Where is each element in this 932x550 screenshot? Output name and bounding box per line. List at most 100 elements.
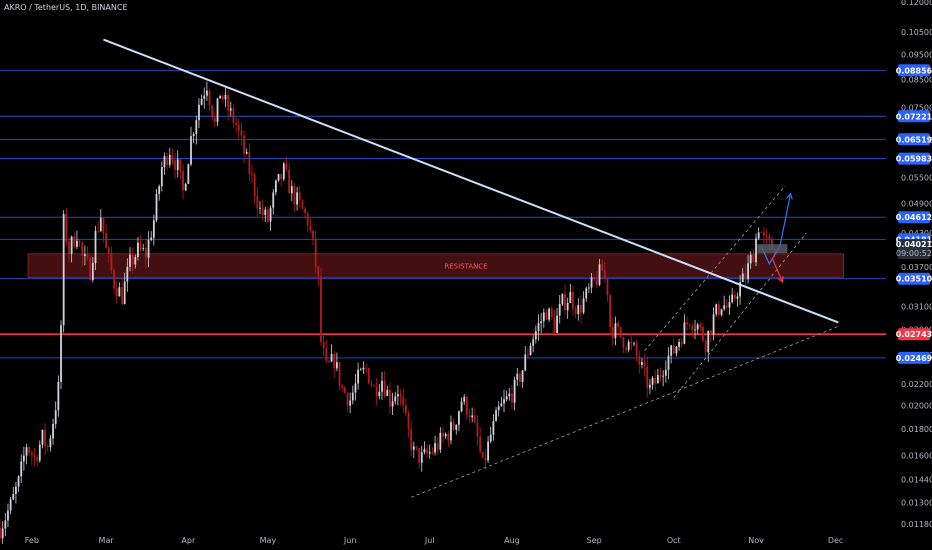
candle-body [134,256,137,265]
candle-body [251,173,253,175]
candle-body [580,304,582,313]
candle-body [397,394,399,397]
y-tick-label: 0.01300 [901,498,932,507]
candle-body [118,287,121,297]
candle-body [694,329,696,331]
candle-body [680,341,683,344]
candle-body [389,389,391,407]
candle-body [526,354,529,356]
candle-body [633,343,635,345]
candle-body [232,108,235,123]
level-price-tag: 0.05983 [896,155,932,164]
candle-body [511,393,513,403]
level-price-tag-bg [898,152,930,165]
candle-body [70,236,73,254]
candle-body [115,288,118,297]
candle-body [686,322,688,325]
candle-body [611,326,614,339]
candle-body [404,405,407,414]
candle-body [351,392,354,401]
candle-body [757,232,760,239]
candle-body [744,273,747,280]
candle-body [553,317,556,334]
candle-body [57,381,60,411]
candle-body [343,387,346,394]
level-price-tag-bg [898,272,930,285]
candle-body [86,254,89,258]
candle-body [484,457,487,461]
candle-body [341,385,344,388]
candle-body [569,291,572,303]
current-price-countdown: 09:00:52 [896,249,932,258]
candle-body [274,180,277,193]
candle-body [129,254,131,267]
y-tick-label: 0.03700 [901,263,932,272]
trendline-channel-lower [673,232,807,398]
level-price-tag-bg [898,211,930,224]
candle-body [243,135,245,154]
candle-body [572,291,574,309]
candle-body [471,415,474,418]
candle-body [436,443,439,450]
candle-body [707,330,710,353]
candle-body [259,207,261,209]
projection-arrow-up [760,193,792,266]
candle-body [195,120,198,135]
candle-body [545,312,548,320]
candle-body [198,104,200,121]
candle-body [158,186,161,194]
level-price-tag-bg [898,351,930,364]
y-tick-label: 0.01440 [901,475,932,484]
candle-body [752,254,755,263]
candle-body [765,235,768,237]
candle-body [423,449,426,453]
candle-body [651,377,654,385]
candle-body [25,447,28,456]
candle-body [492,421,495,435]
candle-body [121,287,123,305]
y-tick-label: 0.05500 [901,174,932,183]
candle-body [192,134,195,137]
candle-body [298,192,301,201]
candle-body [627,341,630,350]
candle-body [458,411,460,425]
candle-body [370,383,373,386]
candle-body [227,94,230,111]
y-tick-label: 0.09500 [901,50,932,59]
candle-body [253,174,256,196]
candle-body [444,434,447,437]
candle-body [7,510,9,521]
candle-body [221,95,224,100]
candle-body [476,422,479,437]
candle-body [155,193,158,221]
candle-body [267,209,269,222]
candle-body [320,276,322,342]
candle-body [696,324,699,330]
candle-body [296,192,299,205]
candle-body [41,429,44,445]
y-tick-label: 0.02200 [901,380,932,389]
candle-body [654,377,657,384]
candle-body [609,295,612,327]
candle-body [357,369,360,384]
candle-body [301,200,304,209]
candle-body [763,232,765,236]
candle-body [338,362,341,386]
candle-body [717,304,720,315]
y-tick-label: 0.01800 [901,425,932,434]
current-price-value: 0.04021 [896,240,932,249]
candle-body [672,345,675,354]
level-price-tag-bg [898,133,930,146]
trendline-channel-upper [644,185,786,351]
candle-body [160,167,163,187]
candle-body [349,400,352,406]
candle-body [54,410,57,424]
candle-body [500,403,503,407]
resistance-zone [27,253,844,278]
candle-body [256,195,259,209]
candle-body [17,476,20,487]
candle-body [635,343,638,356]
candle-body [407,413,410,429]
candle-body [150,237,153,240]
